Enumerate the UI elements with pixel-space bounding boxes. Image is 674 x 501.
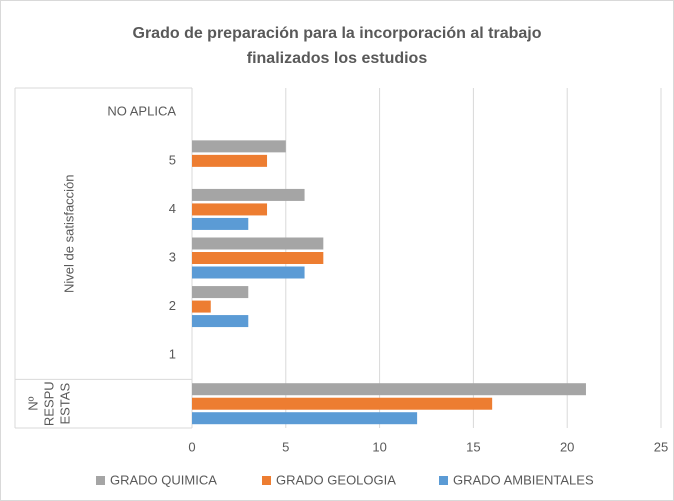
y-tick-label: NO APLICA [107, 104, 176, 119]
bar [192, 154, 268, 167]
group-label: ESTAS [57, 383, 72, 425]
group-label: Nº [25, 396, 40, 410]
legend-swatch [262, 476, 271, 485]
bar [192, 315, 249, 328]
legend-swatch [439, 476, 448, 485]
x-tick-label: 20 [560, 439, 574, 454]
x-tick-label: 15 [466, 439, 480, 454]
legend-swatch [96, 476, 105, 485]
y-tick-label: 5 [169, 152, 176, 167]
x-tick-label: 25 [654, 439, 668, 454]
bar [192, 217, 249, 230]
bar [192, 188, 305, 201]
bar [192, 252, 324, 264]
y-tick-label: 2 [169, 298, 176, 313]
y-tick-label: 3 [169, 249, 176, 264]
bar [192, 140, 286, 153]
y-tick-label: 4 [169, 201, 176, 216]
bar [192, 412, 418, 425]
bar [192, 237, 324, 250]
bar [192, 383, 586, 396]
bar [192, 300, 211, 313]
chart-title: Grado de preparación para la incorporaci… [133, 25, 542, 42]
legend-label: GRADO AMBIENTALES [453, 472, 594, 487]
group-label: RESPU [41, 381, 56, 426]
bar [192, 286, 249, 299]
x-tick-label: 0 [188, 439, 195, 454]
bar [192, 397, 493, 410]
bar [192, 266, 305, 279]
bar [192, 203, 268, 216]
legend-label: GRADO GEOLOGIA [276, 472, 396, 487]
group-label: Nivel de satisfacción [61, 174, 76, 293]
x-tick-label: 10 [372, 439, 386, 454]
chart-title: finalizados los estudios [247, 50, 428, 67]
legend-label: GRADO QUIMICA [110, 472, 217, 487]
x-tick-label: 5 [282, 439, 289, 454]
y-tick-label: 1 [169, 347, 176, 362]
